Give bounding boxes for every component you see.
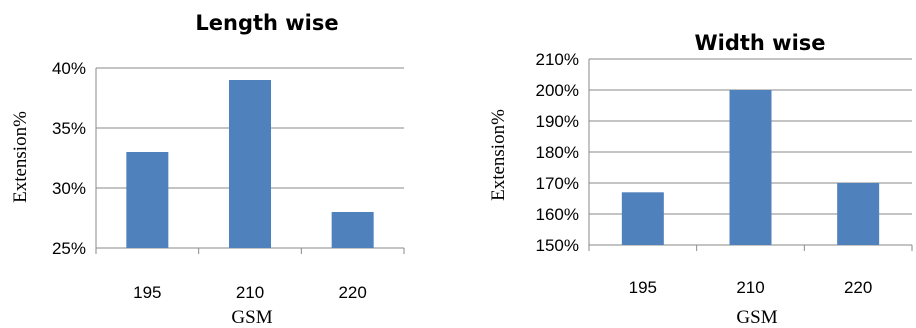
y-tick-label: 150%: [536, 236, 579, 255]
y-tick-label: 30%: [52, 179, 86, 198]
y-tick-label: 40%: [52, 59, 86, 78]
bar-210: [229, 80, 271, 248]
y-tick-label: 200%: [536, 81, 579, 100]
y-tick-label: 190%: [536, 112, 579, 131]
chart-title: Length wise: [195, 11, 338, 35]
y-tick-label: 180%: [536, 143, 579, 162]
length-wise-chart: Length wise Extension% GSM 25% 30% 35% 40% 1…: [10, 11, 405, 328]
x-tick-label: 195: [133, 283, 161, 302]
chart-title: Width wise: [694, 31, 825, 55]
x-tick-label: 210: [236, 283, 264, 302]
x-tick-label: 210: [736, 278, 764, 297]
y-axis-label: Extension%: [488, 109, 509, 201]
bar-210: [729, 90, 772, 245]
y-tick-label: 210%: [536, 50, 579, 69]
y-axis-label: Extension%: [10, 111, 31, 203]
width-wise-chart: Width wise Extension% GSM 150% 160% 170% 18…: [488, 31, 913, 328]
x-tick-label: 220: [844, 278, 872, 297]
x-tick-label: 195: [629, 278, 657, 297]
y-tick-label: 170%: [536, 174, 579, 193]
x-axis-label: GSM: [736, 307, 777, 328]
x-tick-label: 220: [338, 283, 366, 302]
bar-195: [126, 152, 169, 248]
x-axis-label: GSM: [231, 307, 272, 328]
y-tick-label: 160%: [536, 205, 579, 224]
bar-195: [621, 192, 664, 245]
y-tick-label: 25%: [52, 239, 86, 258]
y-tick-label: 35%: [52, 119, 86, 138]
bar-220: [331, 212, 374, 248]
bar-220: [837, 183, 880, 245]
